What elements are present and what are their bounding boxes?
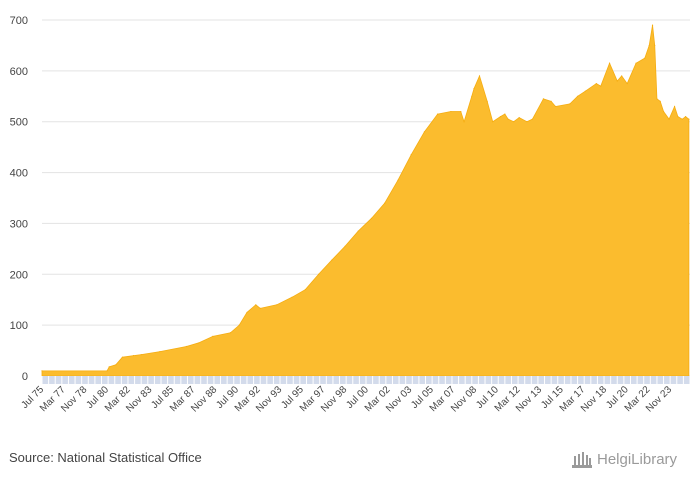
y-tick-label: 700 xyxy=(10,15,28,27)
data-point xyxy=(478,75,481,77)
data-point xyxy=(397,179,399,181)
data-point xyxy=(554,105,557,108)
data-point xyxy=(41,370,43,372)
area-layer xyxy=(41,24,690,377)
data-point xyxy=(684,116,687,118)
y-tick-label: 300 xyxy=(10,218,28,230)
data-point xyxy=(423,131,426,133)
data-point xyxy=(648,44,650,47)
y-tick-label: 100 xyxy=(10,320,28,332)
data-point xyxy=(140,354,142,356)
data-point xyxy=(626,82,628,85)
data-point xyxy=(106,370,108,372)
data-point xyxy=(331,259,333,261)
y-tick-label: 600 xyxy=(10,66,28,78)
data-point xyxy=(600,85,602,87)
data-point xyxy=(115,364,117,366)
data-point xyxy=(473,88,475,90)
y-tick-label: 400 xyxy=(10,168,28,180)
helgi-library-logo: HelgiLibrary xyxy=(571,449,677,469)
data-point xyxy=(450,110,452,113)
data-point xyxy=(635,62,637,64)
data-point xyxy=(229,332,232,334)
data-point xyxy=(492,121,494,123)
y-tick-label: 200 xyxy=(10,269,28,281)
data-point xyxy=(370,217,373,219)
data-point xyxy=(644,57,646,59)
data-point xyxy=(681,118,683,120)
data-point xyxy=(550,100,552,102)
data-point xyxy=(504,113,506,115)
data-point xyxy=(651,24,654,26)
source-note: Source: National Statistical Office xyxy=(9,450,202,465)
data-point xyxy=(238,324,240,326)
data-point xyxy=(507,118,509,120)
data-point xyxy=(673,105,676,108)
data-point xyxy=(616,80,618,82)
data-point xyxy=(518,117,520,119)
data-point xyxy=(291,296,293,298)
data-point xyxy=(499,116,502,118)
data-point xyxy=(437,113,439,115)
brand-name: HelgiLibrary xyxy=(597,450,678,468)
data-point xyxy=(595,82,597,85)
data-point xyxy=(471,95,473,97)
data-point xyxy=(212,335,214,337)
data-point xyxy=(463,121,465,123)
data-point xyxy=(197,342,200,344)
data-point xyxy=(460,110,462,113)
y-axis: 0 100 200 300 400 500 600 700 xyxy=(10,15,28,383)
data-point xyxy=(108,366,110,368)
data-point xyxy=(318,273,320,275)
data-point xyxy=(542,98,545,100)
data-point xyxy=(654,44,656,47)
data-point xyxy=(569,103,571,105)
data-point xyxy=(159,350,161,353)
data-point xyxy=(576,95,579,97)
series-area xyxy=(41,25,690,377)
data-point xyxy=(486,100,488,102)
data-point xyxy=(531,118,534,120)
data-point xyxy=(255,304,257,306)
y-tick-label: 0 xyxy=(22,371,28,383)
data-point xyxy=(246,311,248,314)
data-point xyxy=(668,118,670,120)
data-point xyxy=(276,304,278,306)
data-point xyxy=(677,116,679,118)
data-point xyxy=(662,110,665,113)
data-point xyxy=(121,356,124,358)
data-point xyxy=(410,154,412,156)
data-point xyxy=(659,100,661,102)
data-point xyxy=(259,307,261,309)
data-point xyxy=(526,121,528,123)
data-point xyxy=(357,230,359,232)
data-point xyxy=(656,98,658,100)
library-building-icon xyxy=(572,452,592,468)
data-point xyxy=(688,118,690,120)
data-point xyxy=(384,202,386,204)
data-point xyxy=(621,75,623,77)
data-point xyxy=(584,90,586,92)
data-point xyxy=(304,288,306,291)
data-point xyxy=(185,345,187,348)
data-point xyxy=(344,245,346,247)
data-point xyxy=(608,62,611,64)
data-point xyxy=(132,355,135,357)
data-point xyxy=(513,121,515,123)
y-tick-label: 500 xyxy=(10,117,28,129)
